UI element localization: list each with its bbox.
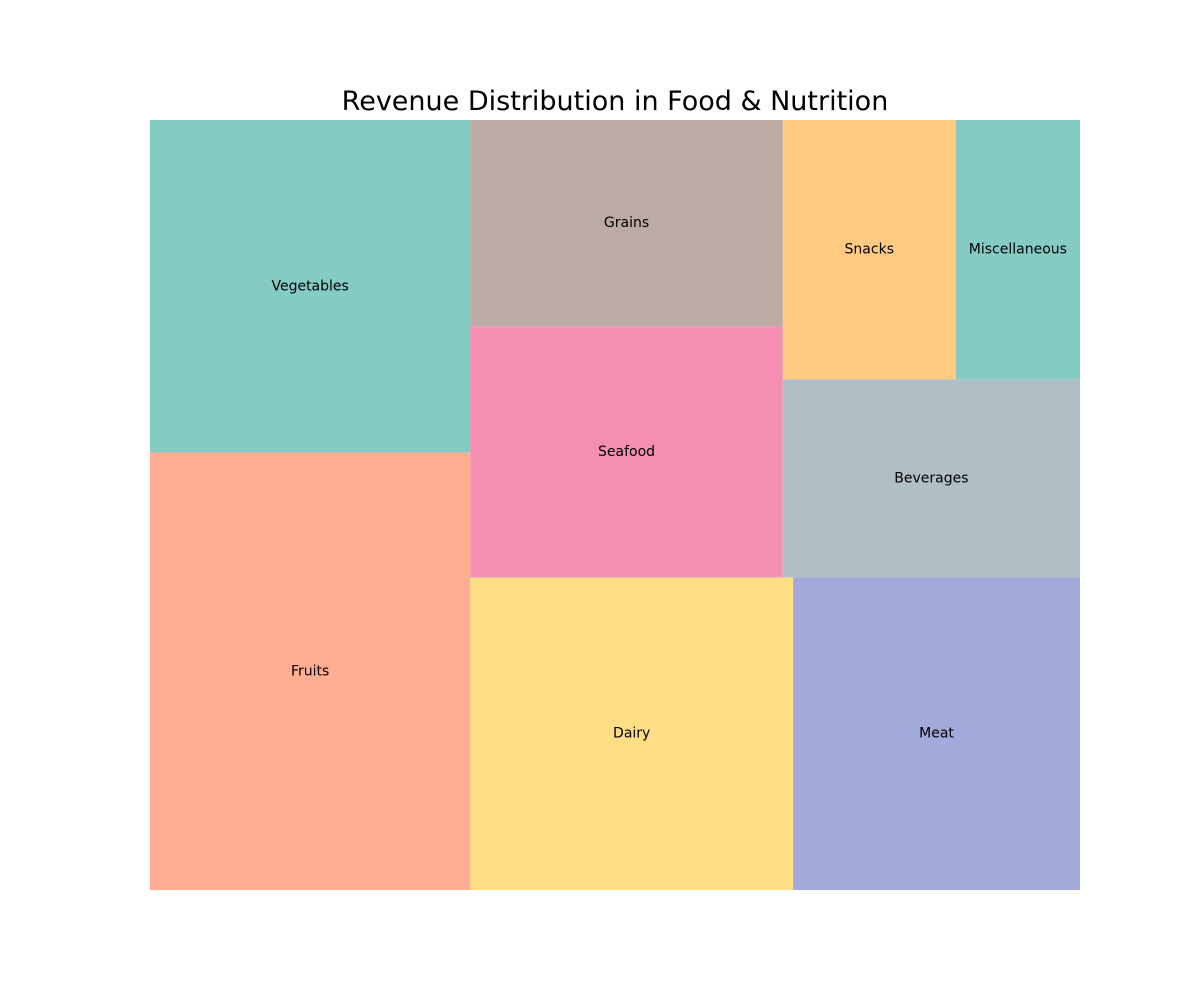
- treemap-label-beverages: Beverages: [894, 470, 968, 486]
- treemap-label-seafood: Seafood: [598, 444, 655, 460]
- treemap-label-meat: Meat: [919, 726, 954, 742]
- treemap-label-snacks: Snacks: [845, 242, 894, 258]
- treemap-cell-meat: [793, 577, 1080, 890]
- treemap-cell-dairy: [470, 577, 794, 890]
- treemap-cell-beverages: [782, 379, 1080, 578]
- treemap-cell-miscellaneous: [955, 120, 1080, 380]
- treemap-cell-seafood: [470, 326, 783, 578]
- treemap-label-fruits: Fruits: [291, 663, 329, 679]
- treemap-label-miscellaneous: Miscellaneous: [969, 242, 1067, 258]
- treemap-label-vegetables: Vegetables: [271, 278, 348, 294]
- treemap-cell-snacks: [782, 120, 956, 380]
- chart-title: Revenue Distribution in Food & Nutrition: [341, 86, 889, 117]
- treemap-label-dairy: Dairy: [613, 726, 650, 742]
- treemap-cell-grains: [470, 120, 783, 327]
- treemap-cell-vegetables: [150, 120, 471, 453]
- treemap-cell-fruits: [150, 452, 471, 890]
- treemap-label-grains: Grains: [604, 215, 649, 231]
